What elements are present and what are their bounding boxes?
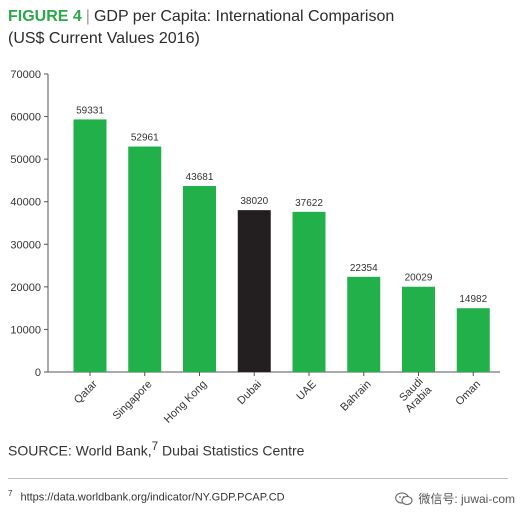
bar — [237, 210, 271, 372]
bar-value-label: 22354 — [350, 263, 378, 274]
x-tick-label: Bahrain — [338, 378, 373, 413]
footnote-link[interactable]: https://data.worldbank.org/indicator/NY.… — [20, 491, 285, 504]
footnote: 7 https://data.worldbank.org/indicator/NY… — [8, 489, 285, 504]
source-rest: Dubai Statistics Centre — [158, 442, 305, 459]
title-text: GDP per Capita: International Comparison — [93, 8, 395, 25]
bar-chart: 0 10000 20000 30000 40000 50000 60000 70000 5933… — [10, 69, 500, 426]
y-tick-label: 70000 — [10, 69, 41, 81]
x-tick-label-line: Dubai — [235, 378, 264, 407]
x-tick-label: Dubai — [235, 378, 264, 407]
x-tick-label: SaudiArabia — [395, 375, 435, 415]
footnote-divider — [8, 478, 508, 479]
bar — [456, 308, 490, 372]
y-tick-label: 10000 — [10, 324, 41, 336]
title-separator: | — [85, 8, 90, 25]
footnote-number: 7 — [8, 489, 13, 498]
bar — [73, 119, 107, 372]
watermark: 微信号: juwai-com — [395, 490, 515, 507]
bar — [347, 276, 381, 372]
bar — [128, 146, 162, 372]
bar-value-label: 59331 — [76, 105, 104, 116]
x-tick-label-line: UAE — [294, 378, 318, 402]
watermark-text: 微信号: juwai-com — [418, 492, 515, 506]
bar-value-label: 43681 — [186, 172, 214, 183]
x-tick-label: Singapore — [111, 378, 155, 422]
x-tick-label-line: Hong Kong — [162, 378, 209, 425]
x-tick-label: Hong Kong — [162, 378, 209, 425]
bar — [292, 211, 326, 372]
bar-value-label: 38020 — [240, 196, 268, 207]
x-tick-label-line: Bahrain — [338, 378, 373, 413]
x-tick-label: Qatar — [72, 378, 100, 406]
bar-value-label: 37622 — [295, 198, 323, 209]
y-tick-label: 30000 — [10, 239, 41, 251]
bar — [402, 286, 435, 372]
y-tick-label: 40000 — [10, 197, 41, 209]
chart-subtitle: (US$ Current Values 2016) — [8, 30, 200, 47]
source-ref: 7 — [151, 440, 159, 453]
source-note: SOURCE: World Bank,7 Dubai Statistics Ce… — [8, 440, 304, 459]
y-tick-label: 0 — [35, 367, 41, 379]
x-tick-label: UAE — [294, 378, 318, 402]
x-tick-label-line: Qatar — [72, 378, 100, 406]
bar — [183, 186, 216, 372]
bar-value-label: 20029 — [405, 273, 433, 284]
wechat-icon — [395, 491, 413, 505]
x-tick-label: Oman — [453, 378, 483, 408]
y-tick-label: 20000 — [10, 282, 41, 294]
y-tick-label: 60000 — [10, 112, 41, 124]
chart-title: FIGURE 4 | GDP per Capita: International C… — [8, 6, 394, 50]
source-label: SOURCE: World Bank, — [8, 442, 152, 459]
figure-label: FIGURE 4 — [8, 8, 82, 25]
y-tick-label: 50000 — [10, 154, 41, 166]
bar-value-label: 14982 — [459, 294, 487, 305]
x-tick-label-line: Oman — [453, 378, 483, 408]
bar-value-label: 52961 — [131, 133, 159, 144]
x-tick-label-line: Singapore — [111, 378, 155, 422]
